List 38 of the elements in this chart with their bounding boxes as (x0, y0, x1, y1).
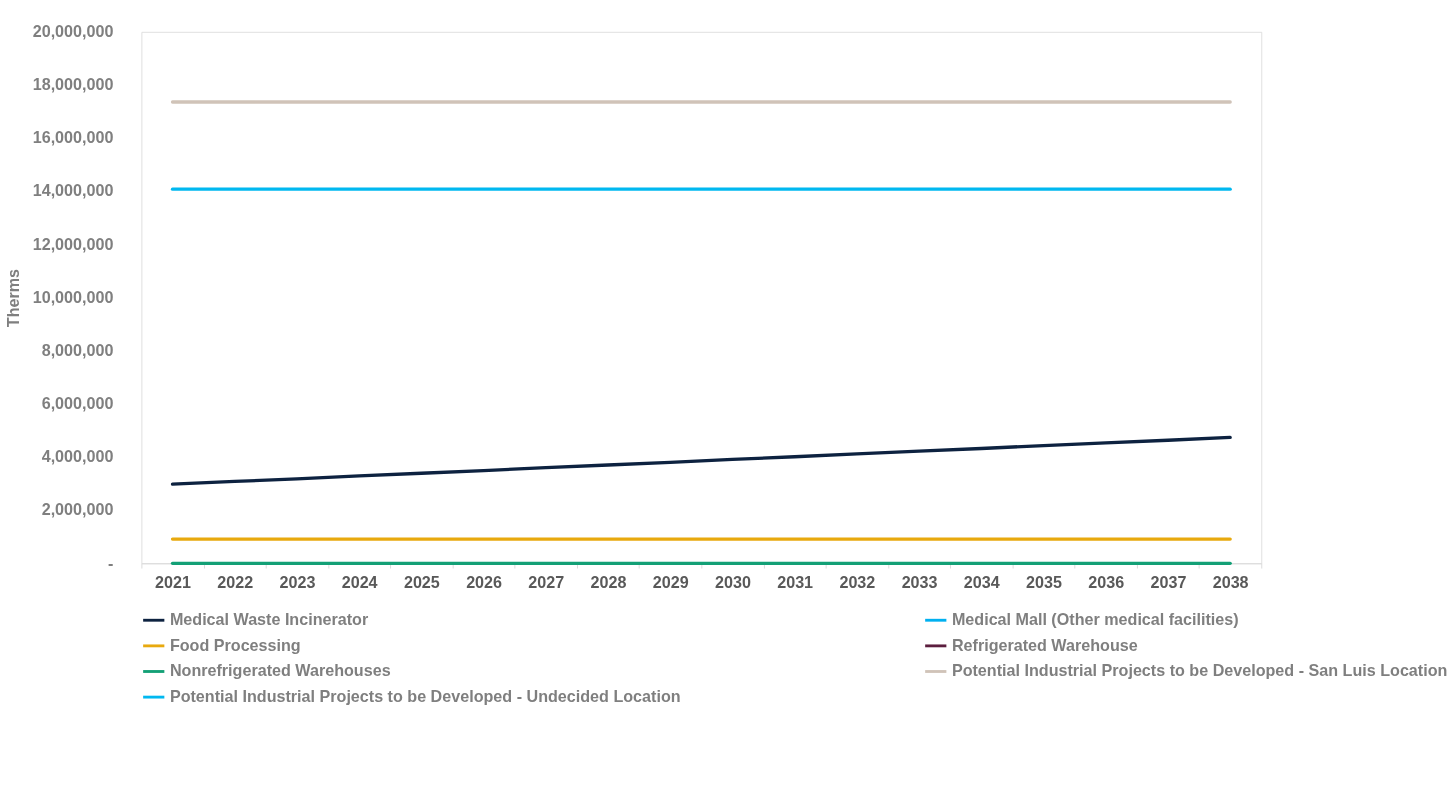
y-tick-label: 2,000,000 (41, 500, 114, 519)
legend-label: Refrigerated Warehouse (951, 635, 1138, 654)
x-tick-label: 2036 (1088, 573, 1125, 592)
y-axis-title: Therms (4, 268, 23, 328)
legend-label: Potential Industrial Projects to be Developed - Undecided Location (169, 686, 681, 705)
y-tick-label: 16,000,000 (32, 128, 114, 147)
x-tick-label: 2028 (590, 573, 627, 592)
x-tick-label: 2032 (839, 573, 876, 592)
x-tick-label: 2033 (901, 573, 938, 592)
y-tick-label: 10,000,000 (32, 287, 114, 306)
x-tick-label: 2035 (1026, 573, 1062, 592)
x-tick-label: 2025 (403, 573, 440, 592)
y-tick-label: 4,000,000 (41, 447, 114, 466)
x-tick-label: 2030 (714, 573, 751, 592)
x-tick-label: 2026 (466, 573, 503, 592)
y-tick-label: - (108, 553, 114, 572)
x-tick-label: 2024 (341, 573, 378, 592)
line-series (170, 435, 1232, 486)
x-tick-label: 2038 (1212, 573, 1249, 592)
legend-label: Potential Industrial Projects to be Developed - San Luis Location (951, 661, 1448, 680)
x-tick-label: 2023 (279, 573, 316, 592)
y-tick-label: 6,000,000 (41, 394, 114, 413)
y-tick-label: 20,000,000 (32, 22, 114, 41)
x-tick-label: 2022 (217, 573, 254, 592)
legend-label: Medical Waste Incinerator (169, 609, 369, 628)
y-tick-label: 12,000,000 (32, 234, 114, 253)
y-tick-label: 14,000,000 (32, 181, 114, 200)
legend-label: Nonrefrigerated Warehouses (169, 661, 391, 680)
legend-label: Medical Mall (Other medical facilities) (951, 609, 1239, 628)
legend-label: Food Processing (169, 635, 301, 654)
x-tick-label: 2029 (652, 573, 689, 592)
x-tick-label: 2027 (528, 573, 565, 592)
x-tick-label: 2037 (1150, 573, 1187, 592)
x-tick-label: 2021 (155, 573, 191, 592)
y-tick-label: 8,000,000 (41, 340, 114, 359)
x-tick-label: 2034 (963, 573, 1000, 592)
x-tick-label: 2031 (777, 573, 814, 592)
y-tick-label: 18,000,000 (32, 75, 114, 94)
